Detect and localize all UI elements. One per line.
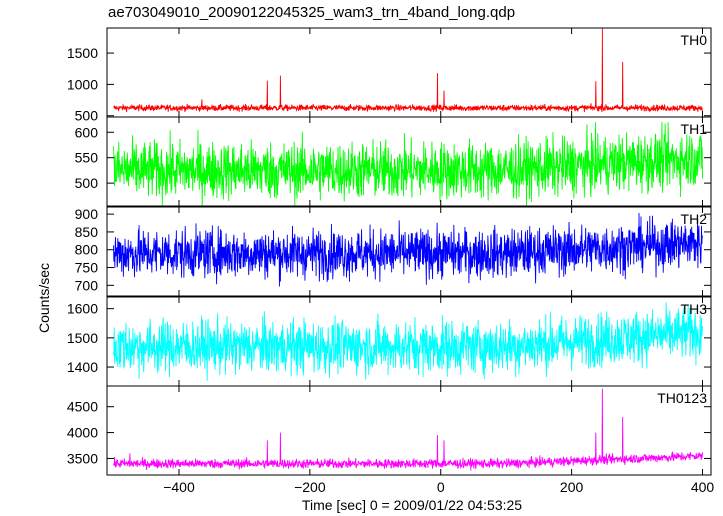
panel-frame-th1 xyxy=(106,116,712,207)
y-tick-label: 700 xyxy=(75,277,99,293)
x-tick-label: −200 xyxy=(294,479,326,495)
panel-label-th3: TH3 xyxy=(681,301,708,317)
y-tick-label: 800 xyxy=(75,242,99,258)
y-tick-label: 3500 xyxy=(67,450,98,466)
series-line-th0 xyxy=(113,28,703,113)
y-tick-label: 600 xyxy=(75,124,99,140)
panel-frame-th2 xyxy=(106,206,712,297)
y-tick-label: 1500 xyxy=(67,330,98,346)
y-tick-label: 1400 xyxy=(67,359,98,375)
y-tick-label: 1500 xyxy=(67,45,98,61)
series-line-th2 xyxy=(113,213,703,287)
series-line-th1 xyxy=(113,121,703,206)
y-tick-label: 4000 xyxy=(67,425,98,441)
y-tick-label: 750 xyxy=(75,260,99,276)
series-line-th0123 xyxy=(113,388,703,471)
y-tick-label: 500 xyxy=(75,175,99,191)
y-tick-label: 900 xyxy=(75,206,99,222)
panel-label-th0123: TH0123 xyxy=(657,390,707,406)
panel-th0: 500 1000 1500 TH0 xyxy=(67,27,712,124)
y-tick-label: 500 xyxy=(75,108,99,124)
x-tick-label: 200 xyxy=(560,479,584,495)
chart-title: ae703049010_20090122045325_wam3_trn_4ban… xyxy=(108,4,516,21)
panel-label-th1: TH1 xyxy=(681,121,708,137)
y-tick-label: 1600 xyxy=(67,301,98,317)
y-tick-label: 1000 xyxy=(67,76,98,92)
x-tick-label: 0 xyxy=(437,479,445,495)
panel-th3: 1400 1500 1600 TH3 xyxy=(67,296,712,387)
x-tick-label: −400 xyxy=(163,479,195,495)
panel-label-th2: TH2 xyxy=(681,211,708,227)
panel-frame-th0 xyxy=(106,27,712,118)
x-axis-label: Time [sec] 0 = 2009/01/22 04:53:25 xyxy=(301,497,523,513)
panel-th0123: 3500 4000 4500 TH0123 xyxy=(67,385,712,476)
panel-th1: 500 550 600 TH1 xyxy=(75,116,712,207)
panel-label-th0: TH0 xyxy=(681,32,708,48)
y-tick-label: 550 xyxy=(75,150,99,166)
x-tick-label: 400 xyxy=(691,479,715,495)
y-tick-label: 4500 xyxy=(67,399,98,415)
panel-frame-th0123 xyxy=(106,385,712,476)
y-tick-label: 850 xyxy=(75,224,99,240)
series-line-th3 xyxy=(113,302,703,381)
